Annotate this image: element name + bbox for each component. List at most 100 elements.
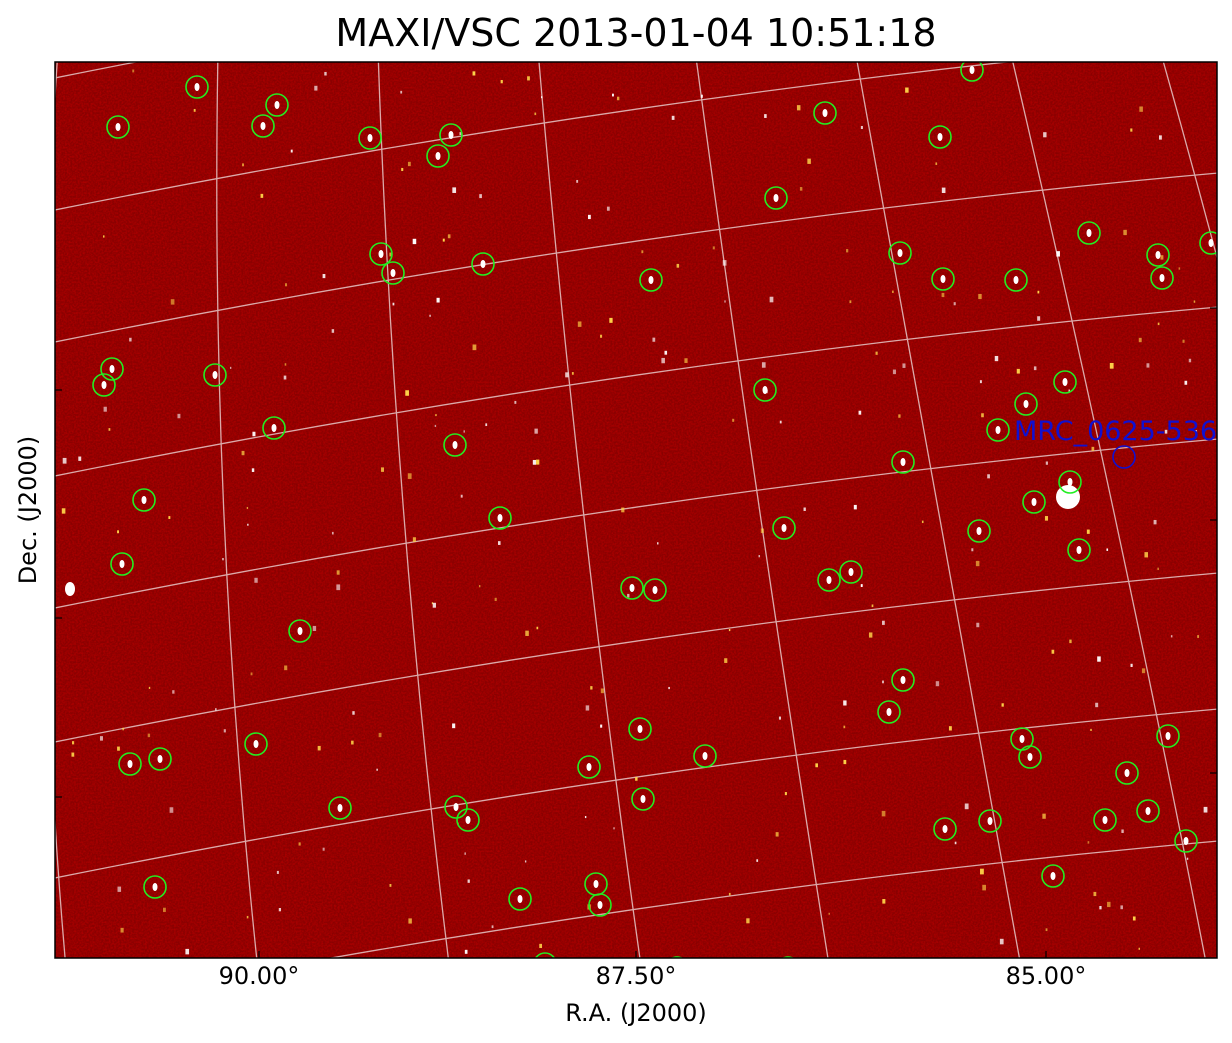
- faint-source: [331, 329, 335, 333]
- source: [517, 895, 523, 903]
- faint-source: [429, 314, 431, 317]
- faint-source: [442, 238, 445, 242]
- faint-source: [587, 214, 591, 220]
- detection-circle: [978, 809, 1002, 833]
- faint-source: [756, 859, 759, 862]
- faint-source: [62, 457, 67, 464]
- faint-source: [331, 531, 334, 535]
- detection-circle: [1199, 231, 1217, 255]
- faint-source: [1197, 635, 1200, 638]
- faint-source: [1194, 430, 1198, 434]
- faint-source: [728, 892, 731, 896]
- faint-source: [541, 96, 543, 99]
- detection-circle: [251, 114, 275, 138]
- y-axis-label: Dec. (J2000): [14, 436, 42, 585]
- faint-source: [758, 555, 761, 558]
- faint-source: [223, 729, 226, 733]
- faint-source: [1193, 300, 1196, 303]
- detection-circle: [753, 378, 777, 402]
- faint-source: [290, 149, 293, 153]
- faint-source: [868, 632, 873, 638]
- detection-circle: [781, 956, 795, 958]
- faint-source: [1132, 916, 1136, 921]
- detection-circle: [443, 433, 467, 457]
- faint-source: [1146, 363, 1150, 368]
- faint-source: [285, 283, 288, 287]
- faint-source: [627, 593, 630, 598]
- source: [435, 152, 441, 160]
- faint-source: [491, 925, 494, 929]
- faint-source: [600, 688, 604, 694]
- ra-grid-line: [1012, 62, 1206, 958]
- detection-circle: [110, 552, 134, 576]
- detection-circle: [986, 418, 1010, 442]
- faint-source: [494, 597, 497, 601]
- faint-source: [807, 158, 811, 164]
- faint-source: [381, 467, 385, 472]
- title: MAXI/VSC 2013-01-04 10:51:18: [335, 11, 936, 55]
- faint-source: [799, 187, 803, 191]
- detection-circle: [328, 796, 352, 820]
- detection-circle: [643, 578, 667, 602]
- faint-source: [260, 193, 264, 198]
- faint-source: [251, 468, 255, 472]
- faint-source: [222, 558, 224, 561]
- detection-circle: [1014, 392, 1038, 416]
- faint-source: [606, 206, 610, 211]
- faint-source: [376, 768, 378, 771]
- source: [597, 901, 603, 909]
- faint-source: [948, 726, 952, 731]
- faint-source: [120, 927, 124, 933]
- faint-source: [132, 69, 135, 73]
- source: [995, 426, 1001, 434]
- source: [1165, 732, 1171, 740]
- axis-ticks: [55, 307, 1217, 958]
- faint-source: [500, 80, 503, 84]
- faint-source: [775, 832, 779, 837]
- faint-source: [117, 886, 122, 892]
- faint-source: [858, 410, 862, 415]
- detection-circle: [381, 261, 405, 285]
- source: [448, 131, 454, 139]
- faint-source: [853, 504, 857, 510]
- faint-source: [585, 705, 590, 711]
- detection-circle: [1146, 243, 1170, 267]
- faint-source: [298, 842, 301, 846]
- faint-source: [324, 71, 327, 76]
- dec-grid-line: [55, 172, 1217, 343]
- source: [543, 960, 548, 968]
- faint-source: [252, 431, 256, 437]
- dec-grid-line: [55, 62, 1013, 211]
- faint-source: [980, 868, 984, 875]
- faint-source: [1158, 135, 1162, 140]
- detection-circle: [132, 488, 156, 512]
- source: [1076, 546, 1082, 554]
- faint-source: [779, 420, 782, 424]
- source: [453, 803, 459, 811]
- faint-source: [613, 827, 615, 830]
- faint-source: [1016, 368, 1020, 374]
- detection-circle: [960, 62, 984, 82]
- detection-circle: [933, 817, 957, 841]
- faint-source: [1157, 567, 1159, 571]
- faint-source: [1106, 548, 1109, 551]
- source: [115, 123, 121, 131]
- detection-circle: [508, 887, 532, 911]
- faint-source: [436, 297, 440, 303]
- faint-source: [609, 317, 613, 323]
- faint-source: [954, 841, 957, 845]
- faint-source: [875, 351, 878, 355]
- faint-source: [712, 246, 715, 250]
- faint-source: [193, 108, 196, 112]
- faint-source: [1056, 251, 1060, 257]
- detection-circle: [426, 144, 450, 168]
- detection-circle: [1018, 745, 1042, 769]
- faint-source: [177, 413, 181, 419]
- faint-source: [612, 93, 614, 97]
- detection-circle: [631, 787, 655, 811]
- source: [1027, 753, 1033, 761]
- faint-source: [661, 357, 665, 364]
- source-marker: [1112, 445, 1136, 469]
- faint-source: [760, 528, 764, 534]
- faint-source: [846, 249, 849, 253]
